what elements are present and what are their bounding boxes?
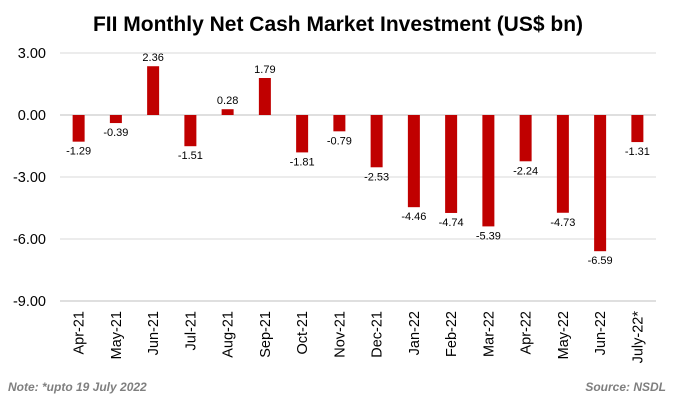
bar xyxy=(109,115,122,124)
data-label: -2.24 xyxy=(513,165,538,177)
chart-title: FII Monthly Net Cash Market Investment (… xyxy=(93,13,583,36)
bar xyxy=(147,66,160,115)
y-tick-label: -9.00 xyxy=(13,294,46,310)
bar xyxy=(184,115,197,147)
x-tick-label: Mar-22 xyxy=(481,311,497,357)
footnote: Note: *upto 19 July 2022 xyxy=(8,380,147,394)
bar xyxy=(519,115,532,162)
y-tick-label: 3.00 xyxy=(18,46,46,62)
bar xyxy=(333,115,346,132)
data-label: -0.39 xyxy=(103,127,128,139)
bar xyxy=(221,109,234,115)
bar xyxy=(556,115,569,213)
x-tick-label: May-21 xyxy=(109,311,125,359)
bar xyxy=(594,115,607,252)
x-axis-ticks: Apr-21 May-21 Jun-21 Jul-21 Aug-21 Sep-21 Oct-… xyxy=(72,311,647,364)
data-label: -1.51 xyxy=(178,150,203,162)
bar xyxy=(258,78,271,115)
x-tick-label: Dec-21 xyxy=(370,311,386,358)
data-label: 1.79 xyxy=(254,64,275,76)
y-tick-label: -6.00 xyxy=(13,232,46,248)
y-tick-label: -3.00 xyxy=(13,170,46,186)
bar xyxy=(407,115,420,208)
x-tick-label: Jan-22 xyxy=(407,311,423,355)
x-tick-label: Aug-21 xyxy=(221,311,237,358)
data-labels: -1.29 -0.39 2.36 -1.51 0.28 1.79 -1.81 -0.79 -2.… xyxy=(66,52,650,267)
data-label: -0.79 xyxy=(327,135,352,147)
x-tick-label: May-22 xyxy=(556,311,572,359)
x-tick-label: Jul-21 xyxy=(183,311,199,351)
x-tick-label: Jun-22 xyxy=(593,311,609,355)
bar xyxy=(631,115,644,143)
y-tick-label: 0.00 xyxy=(18,108,46,124)
bars xyxy=(72,66,644,252)
data-label: 0.28 xyxy=(217,95,238,107)
data-label: -1.31 xyxy=(625,146,650,158)
x-tick-label: Nov-21 xyxy=(332,311,348,358)
data-label: -2.53 xyxy=(364,171,389,183)
data-label: -1.81 xyxy=(290,156,315,168)
x-tick-label: Feb-22 xyxy=(444,311,460,357)
bar xyxy=(482,115,495,227)
x-tick-label: Apr-22 xyxy=(519,311,535,355)
data-label: -4.46 xyxy=(401,211,426,223)
x-tick-label: July-22* xyxy=(630,311,646,364)
x-tick-label: Sep-21 xyxy=(258,311,274,358)
data-label: -1.29 xyxy=(66,146,91,158)
data-label: -4.73 xyxy=(550,217,575,229)
bar xyxy=(296,115,309,153)
y-axis-ticks: 3.00 0.00 -3.00 -6.00 -9.00 xyxy=(13,46,46,310)
data-label: -5.39 xyxy=(476,230,501,242)
data-label: 2.36 xyxy=(142,52,163,64)
bar xyxy=(72,115,85,142)
source-note: Source: NSDL xyxy=(585,380,666,394)
x-tick-label: Oct-21 xyxy=(295,311,311,355)
bar xyxy=(445,115,458,213)
data-label: -6.59 xyxy=(588,255,613,267)
data-label: -4.74 xyxy=(439,217,464,229)
x-tick-label: Apr-21 xyxy=(72,311,88,355)
gridlines xyxy=(60,52,656,240)
bar xyxy=(370,115,383,168)
x-tick-label: Jun-21 xyxy=(146,311,162,355)
